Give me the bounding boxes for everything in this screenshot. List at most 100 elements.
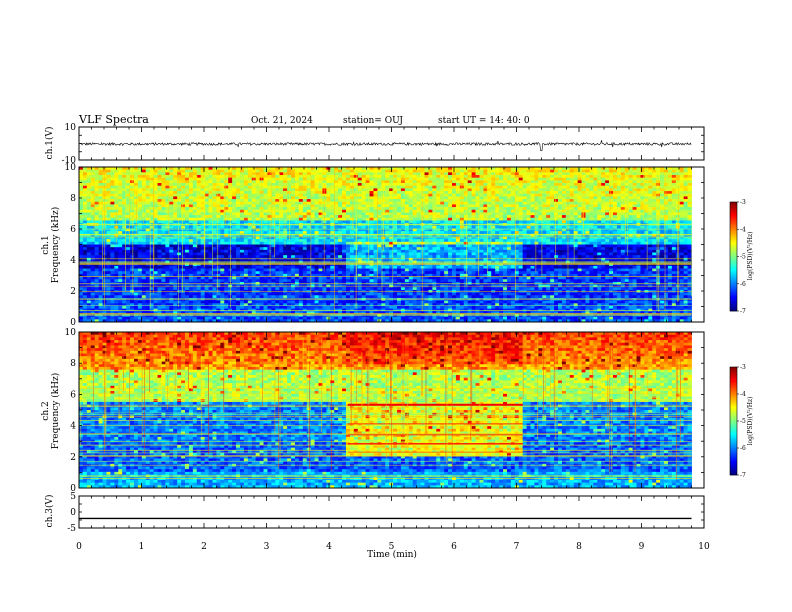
- spectrogram-cell: [239, 319, 245, 323]
- spectrogram-cell: [318, 241, 323, 245]
- spectrogram-cell: [208, 305, 213, 310]
- spectrogram-cell: [220, 231, 225, 235]
- spectrogram-cell: [302, 225, 308, 229]
- spectrogram-cell: [192, 239, 198, 243]
- spectrogram-cell: [361, 180, 367, 184]
- spectrogram-cell: [349, 279, 355, 283]
- spectrogram-cell: [404, 199, 410, 203]
- spectrogram-cell: [361, 287, 367, 291]
- spectrogram-cell: [236, 167, 241, 171]
- spectrogram-cell: [326, 287, 331, 291]
- spectrogram-cell: [122, 167, 127, 171]
- spectrogram-cell: [196, 236, 202, 240]
- spectrogram-cell: [294, 196, 300, 200]
- spectrogram-cell: [283, 287, 288, 291]
- spectrogram-cell: [196, 228, 202, 232]
- spectrogram-cell: [389, 172, 394, 176]
- spectrogram-cell: [306, 228, 312, 232]
- spectrogram-cell: [196, 199, 202, 203]
- spectrogram-cell: [149, 228, 154, 232]
- spectrogram-cell: [86, 303, 92, 307]
- spectrogram-cell: [145, 220, 151, 224]
- spectrogram-cell: [165, 167, 170, 171]
- spectrogram-cell: [149, 279, 154, 283]
- spectrogram-cell: [106, 183, 111, 187]
- spectrogram-cell: [389, 217, 394, 221]
- spectrogram-cell: [322, 239, 327, 243]
- spectrogram-cell: [188, 185, 194, 189]
- spectrogram-cell: [393, 249, 398, 253]
- spectrogram-cell: [334, 212, 339, 216]
- spectrogram-cell: [400, 215, 406, 219]
- spectrogram-cell: [236, 276, 241, 280]
- spectrogram-cell: [126, 271, 131, 275]
- spectrogram-cell: [224, 271, 229, 275]
- spectrogram-cell: [212, 209, 217, 213]
- spectrogram-cell: [208, 228, 213, 232]
- spectrogram-cell: [243, 271, 249, 275]
- spectrogram-cell: [173, 276, 178, 280]
- spectrogram-cell: [169, 311, 174, 315]
- spectrogram-cell: [314, 225, 319, 229]
- spectrogram-cell: [212, 276, 217, 280]
- spectrogram-cell: [357, 319, 363, 323]
- spectrogram-cell: [318, 172, 323, 176]
- spectrogram-cell: [90, 177, 96, 181]
- spectrogram-cell: [141, 244, 147, 248]
- spectrogram-cell: [169, 292, 174, 296]
- spectrogram-cell: [389, 241, 394, 245]
- spectrogram-cell: [94, 265, 100, 269]
- spectrogram-cell: [267, 292, 272, 296]
- spectrogram-cell: [247, 177, 253, 181]
- spectrogram-cell: [130, 311, 135, 315]
- spectrogram-cell: [373, 241, 378, 245]
- spectrogram-cell: [239, 193, 245, 197]
- spectrogram-cell: [165, 295, 170, 299]
- spectrogram-cell: [267, 199, 272, 203]
- spectrogram-cell: [94, 228, 100, 232]
- spectrogram-cell: [271, 249, 276, 253]
- spectrogram-cell: [232, 175, 237, 179]
- spectrogram-cell: [267, 273, 272, 277]
- spectrogram-cell: [373, 196, 378, 200]
- spectrogram-cell: [188, 241, 194, 245]
- spectrogram-cell: [200, 180, 206, 184]
- spectrogram-cell: [271, 239, 276, 243]
- spectrogram-cell: [365, 204, 370, 208]
- spectrogram-cell: [239, 191, 245, 195]
- spectrogram-cell: [369, 228, 374, 232]
- spectrogram-cell: [98, 257, 103, 261]
- spectrogram-cell: [153, 295, 158, 299]
- spectrogram-cell: [349, 201, 355, 205]
- spectrogram-cell: [133, 236, 139, 240]
- spectrogram-cell: [94, 303, 100, 307]
- spectrogram-cell: [275, 252, 280, 256]
- spectrogram-cell: [361, 191, 367, 195]
- spectrogram-cell: [361, 220, 367, 224]
- spectrogram-cell: [106, 185, 111, 189]
- spectrogram-cell: [153, 303, 158, 307]
- spectrogram-cell: [369, 295, 374, 299]
- spectrogram-cell: [271, 220, 276, 224]
- spectrogram-cell: [349, 177, 355, 181]
- spectrogram-cell: [314, 287, 319, 291]
- spectrogram-cell: [192, 279, 198, 283]
- spectrogram-cell: [169, 316, 174, 320]
- spectrogram-cell: [294, 199, 300, 203]
- spectrogram-cell: [267, 319, 272, 323]
- spectrogram-cell: [369, 276, 374, 280]
- spectrogram-cell: [212, 241, 217, 245]
- spectrogram-cell: [322, 257, 327, 261]
- spectrogram-cell: [126, 249, 131, 253]
- spectrogram-cell: [110, 225, 115, 229]
- spectrogram-cell: [267, 255, 272, 259]
- spectrogram-cell: [255, 271, 261, 275]
- spectrogram-cell: [381, 271, 386, 275]
- spectrogram-cell: [141, 177, 147, 181]
- spectrogram-cell: [306, 204, 312, 208]
- spectrogram-cell: [232, 268, 237, 272]
- spectrogram-cell: [114, 212, 119, 216]
- spectrogram-cell: [82, 279, 88, 283]
- spectrogram-cell: [373, 204, 378, 208]
- spectrogram-cell: [86, 244, 92, 248]
